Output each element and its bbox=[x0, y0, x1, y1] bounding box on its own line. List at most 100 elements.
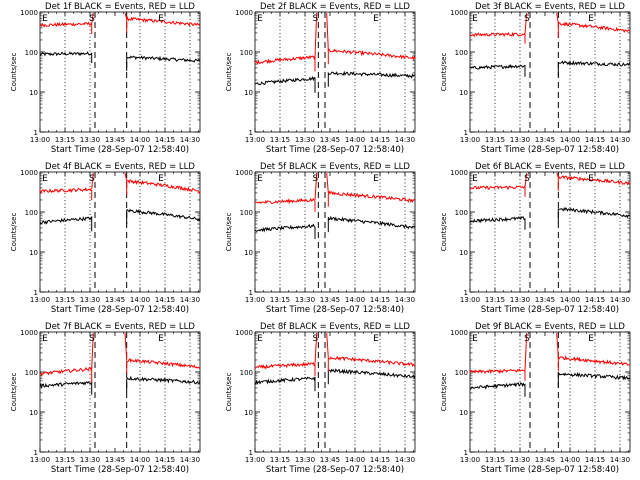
x-tick-label: 14:30 bbox=[180, 136, 200, 144]
events-series-post bbox=[126, 208, 201, 225]
lld-series-fall bbox=[326, 12, 329, 51]
events-series-post bbox=[557, 371, 631, 388]
events-series-pre bbox=[39, 215, 93, 232]
y-tick-label: 10 bbox=[244, 409, 253, 417]
y-axis-label: Counts/sec bbox=[440, 213, 448, 252]
y-tick-label: 100 bbox=[25, 49, 38, 57]
detector-panel-7: Det 7f BLACK = Events, RED = LLD 1 10 100 10… bbox=[10, 322, 201, 475]
x-tick-label: 13:30 bbox=[510, 136, 530, 144]
events-series-post bbox=[557, 207, 631, 223]
x-tick-label: 14:30 bbox=[610, 136, 630, 144]
x-tick-label: 14:15 bbox=[585, 456, 605, 464]
x-tick-label: 13:00 bbox=[30, 136, 50, 144]
lld-series-post bbox=[557, 21, 631, 38]
plot-frame bbox=[254, 11, 416, 133]
x-axis-label: Start Time (28-Sep-07 12:58:40) bbox=[51, 145, 189, 155]
detector-panel-1: Det 1f BLACK = Events, RED = LLD 1 10 100 10… bbox=[10, 2, 201, 155]
y-tick-label: 1 bbox=[34, 129, 38, 137]
y-axis-label: Counts/sec bbox=[225, 213, 233, 252]
plot-frame bbox=[39, 11, 201, 133]
y-tick-label: 1000 bbox=[450, 329, 468, 337]
panel-title: Det 6f BLACK = Events, RED = LLD bbox=[475, 162, 625, 172]
x-tick-label: 14:30 bbox=[395, 296, 415, 304]
y-axis-label: Counts/sec bbox=[10, 213, 18, 252]
lld-series-pre bbox=[469, 184, 526, 197]
x-tick-label: 14:15 bbox=[585, 296, 605, 304]
lld-series-post bbox=[327, 356, 416, 372]
plot-frame bbox=[39, 171, 201, 293]
y-tick-label: 1000 bbox=[450, 9, 468, 17]
end-marker-label: E bbox=[373, 174, 379, 184]
x-tick-label: 13:15 bbox=[270, 296, 290, 304]
lld-series-post bbox=[126, 179, 201, 195]
lld-series-fall bbox=[326, 172, 329, 193]
y-axis-label: Counts/sec bbox=[10, 373, 18, 412]
x-axis-label: Start Time (28-Sep-07 12:58:40) bbox=[481, 145, 619, 155]
y-tick-label: 100 bbox=[240, 49, 253, 57]
y-tick-label: 10 bbox=[459, 409, 468, 417]
events-series-post bbox=[557, 59, 631, 77]
end-marker-label: E bbox=[158, 14, 164, 24]
y-tick-label: 1 bbox=[249, 129, 253, 137]
x-tick-label: 14:15 bbox=[585, 136, 605, 144]
y-tick-label: 10 bbox=[459, 249, 468, 257]
lld-series-rise bbox=[524, 172, 528, 188]
panel-title: Det 4f BLACK = Events, RED = LLD bbox=[45, 162, 195, 172]
x-axis-label: Start Time (28-Sep-07 12:58:40) bbox=[481, 465, 619, 475]
x-tick-label: 13:00 bbox=[460, 456, 480, 464]
x-tick-label: 14:30 bbox=[395, 136, 415, 144]
y-tick-label: 10 bbox=[29, 89, 38, 97]
x-tick-label: 13:45 bbox=[535, 296, 555, 304]
y-tick-label: 10 bbox=[29, 249, 38, 257]
panel-title: Det 9f BLACK = Events, RED = LLD bbox=[475, 322, 625, 332]
x-tick-label: 13:15 bbox=[485, 136, 505, 144]
events-series-post bbox=[126, 55, 201, 71]
y-tick-label: 1000 bbox=[20, 169, 38, 177]
x-axis-label: Start Time (28-Sep-07 12:58:40) bbox=[481, 305, 619, 315]
lld-series-rise bbox=[91, 12, 94, 24]
y-tick-label: 1000 bbox=[450, 169, 468, 177]
end-marker-label: E bbox=[158, 174, 164, 184]
lld-series-pre bbox=[39, 366, 93, 383]
x-tick-label: 14:30 bbox=[180, 296, 200, 304]
end-marker-label: E bbox=[588, 334, 594, 344]
end-marker-label-left: E bbox=[42, 334, 48, 344]
lld-series-fall bbox=[556, 172, 559, 178]
y-tick-label: 1 bbox=[464, 449, 468, 457]
x-tick-label: 14:15 bbox=[155, 456, 175, 464]
y-tick-label: 1 bbox=[34, 289, 38, 297]
plot-frame bbox=[469, 171, 631, 293]
y-axis-label: Counts/sec bbox=[10, 53, 18, 92]
x-tick-label: 13:30 bbox=[80, 136, 100, 144]
x-tick-label: 14:00 bbox=[130, 136, 150, 144]
lld-series-fall bbox=[124, 332, 128, 361]
x-tick-label: 14:00 bbox=[345, 296, 365, 304]
lld-series-fall bbox=[556, 12, 559, 24]
x-tick-label: 13:45 bbox=[535, 136, 555, 144]
start-marker-label: S bbox=[524, 174, 530, 184]
y-axis-label: Counts/sec bbox=[225, 373, 233, 412]
x-tick-label: 13:15 bbox=[55, 456, 75, 464]
lld-series-fall bbox=[556, 332, 559, 358]
plot-frame bbox=[39, 331, 201, 453]
lld-series-pre bbox=[469, 31, 526, 44]
events-series-pre bbox=[469, 381, 526, 397]
x-tick-label: 13:45 bbox=[320, 456, 340, 464]
x-tick-label: 14:30 bbox=[610, 296, 630, 304]
x-tick-label: 14:00 bbox=[560, 456, 580, 464]
start-marker-label: S bbox=[89, 14, 95, 24]
lld-series-pre bbox=[469, 368, 526, 381]
x-tick-label: 14:00 bbox=[560, 296, 580, 304]
detector-panel-4: Det 4f BLACK = Events, RED = LLD 1 10 100 10… bbox=[10, 162, 201, 315]
x-tick-label: 14:30 bbox=[395, 456, 415, 464]
lld-series-fall bbox=[124, 172, 128, 182]
y-tick-label: 1 bbox=[464, 129, 468, 137]
lld-series-pre bbox=[39, 186, 93, 201]
start-marker-label: S bbox=[89, 174, 95, 184]
detector-panel-9: Det 9f BLACK = Events, RED = LLD 1 10 100 10… bbox=[440, 322, 631, 475]
start-marker-label: S bbox=[89, 334, 95, 344]
lld-series-post bbox=[126, 16, 201, 33]
x-tick-label: 13:00 bbox=[245, 296, 265, 304]
y-tick-label: 100 bbox=[25, 209, 38, 217]
plot-frame bbox=[254, 331, 416, 453]
